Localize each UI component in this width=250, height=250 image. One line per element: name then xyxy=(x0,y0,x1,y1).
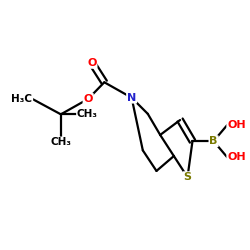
Text: O: O xyxy=(84,94,93,104)
Text: B: B xyxy=(210,136,218,146)
Text: S: S xyxy=(184,172,192,182)
Text: OH: OH xyxy=(227,120,246,130)
Text: CH₃: CH₃ xyxy=(77,109,98,119)
Text: O: O xyxy=(87,58,97,68)
Text: N: N xyxy=(127,93,136,103)
Text: H₃C: H₃C xyxy=(11,94,32,104)
Text: OH: OH xyxy=(227,152,246,162)
Text: CH₃: CH₃ xyxy=(50,138,71,147)
